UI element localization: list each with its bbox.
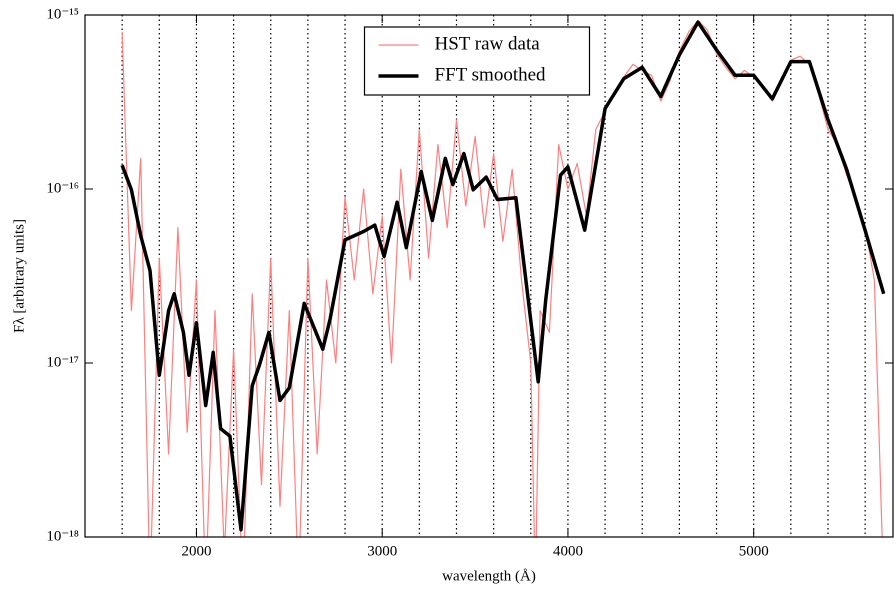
x-tick-label: 3000 [367, 543, 397, 559]
x-tick-label: 4000 [553, 543, 583, 559]
plot-area [120, 19, 886, 537]
legend-label: FFT smoothed [435, 64, 547, 85]
data-line [120, 20, 886, 532]
y-axis-label: Fλ [arbitrary units] [11, 219, 27, 333]
y-tick-label: 10⁻¹⁸ [46, 528, 79, 544]
y-tick-label: 10⁻¹⁶ [46, 180, 79, 196]
x-axis-label: wavelength (Å) [442, 568, 536, 584]
y-tick-label: 10⁻¹⁷ [46, 354, 79, 370]
legend-box [363, 26, 591, 96]
x-tick-label: 5000 [739, 543, 769, 559]
plot-frame [84, 14, 894, 538]
legend-label: HST raw data [435, 33, 541, 54]
y-tick-label: 10⁻¹⁵ [46, 6, 79, 22]
x-tick-label: 2000 [181, 543, 211, 559]
